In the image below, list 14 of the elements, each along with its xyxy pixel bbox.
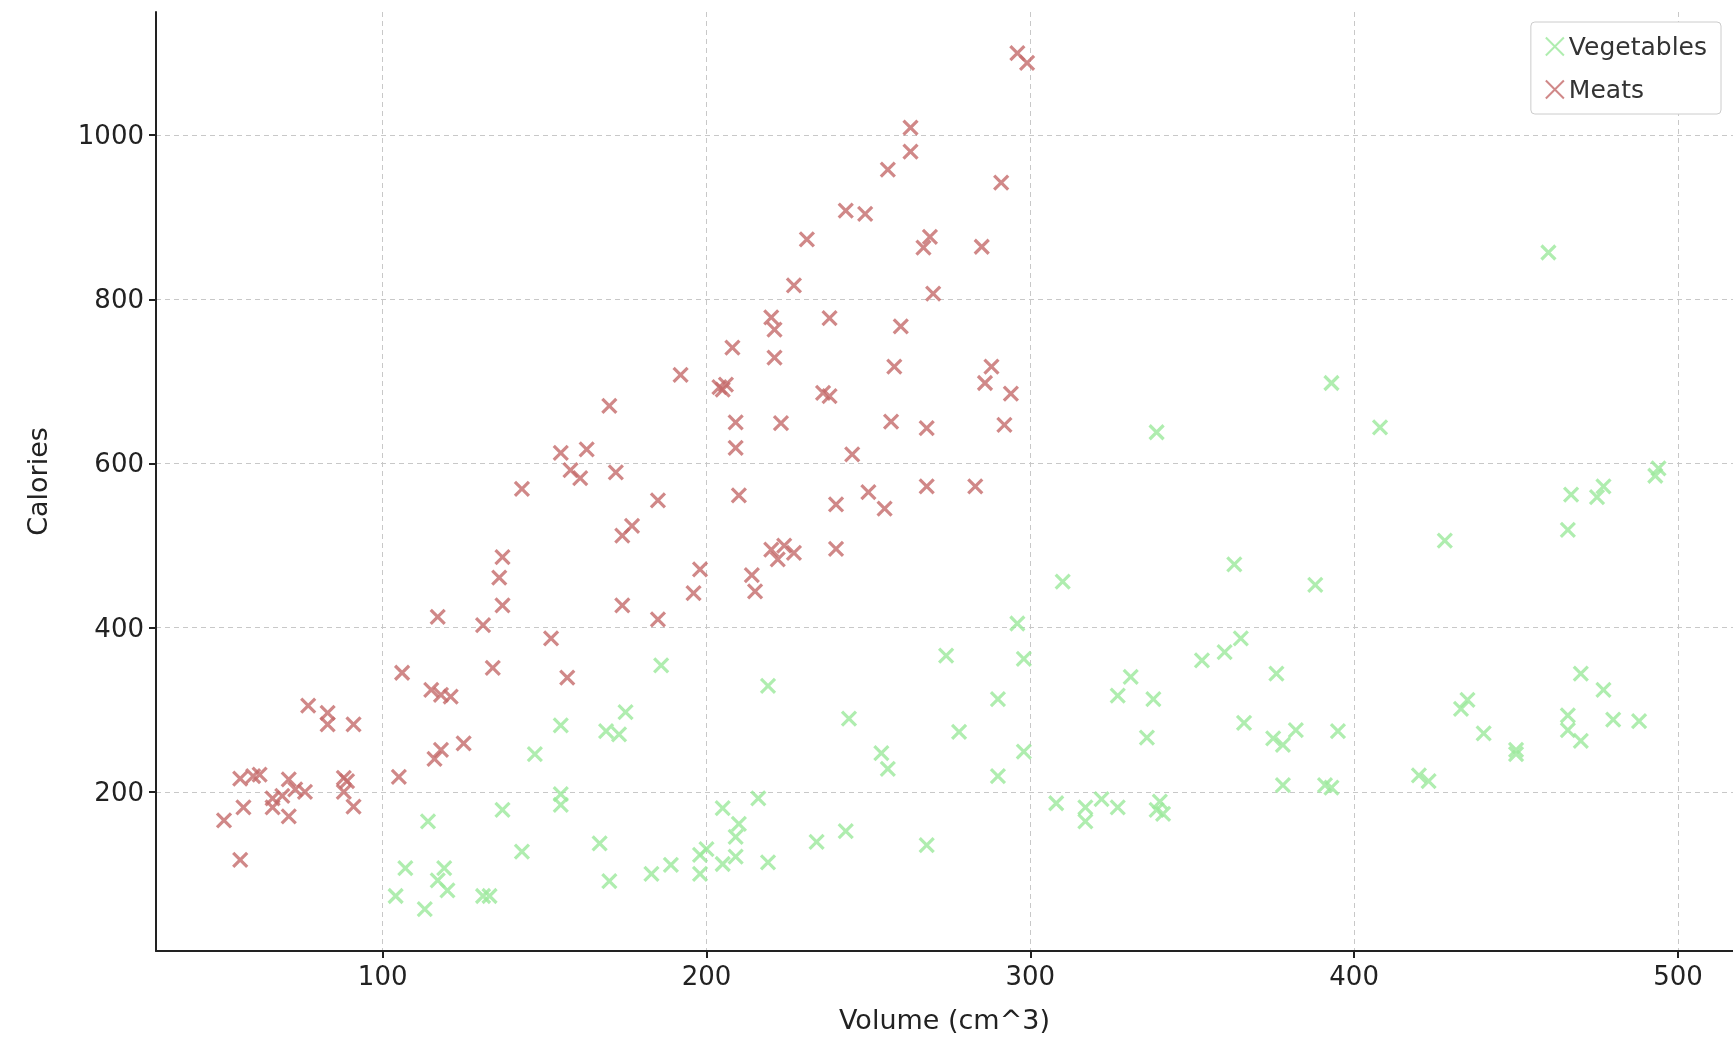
y-tick-label: 600: [94, 448, 144, 479]
legend-label: Vegetables: [1568, 32, 1708, 61]
y-tick-label: 200: [94, 776, 144, 807]
x-tick-label: 400: [1329, 961, 1379, 991]
y-axis-title: Calories: [22, 427, 53, 536]
y-tick-label: 1000: [77, 120, 144, 151]
legend-label: Meats: [1568, 75, 1644, 104]
x-tick-label: 500: [1653, 961, 1703, 991]
x-tick-label: 100: [357, 961, 408, 991]
x-axis-title: Volume (cm^3): [838, 1004, 1051, 1035]
y-tick-label: 800: [94, 284, 144, 315]
x-tick-label: 300: [1005, 961, 1056, 991]
y-tick-label: 400: [94, 612, 144, 643]
x-tick-label: 200: [681, 961, 732, 991]
